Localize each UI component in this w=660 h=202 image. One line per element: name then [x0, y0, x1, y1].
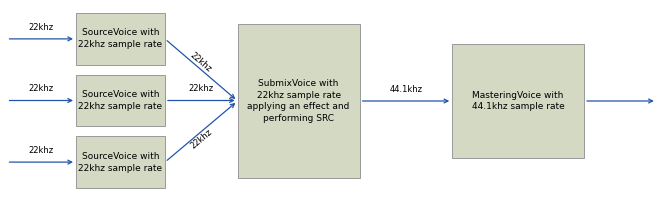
- FancyBboxPatch shape: [452, 44, 584, 158]
- Text: 22khz: 22khz: [28, 23, 54, 32]
- Text: 22khz: 22khz: [189, 84, 214, 93]
- Text: 22khz: 22khz: [188, 127, 213, 150]
- Text: SourceVoice with
22khz sample rate: SourceVoice with 22khz sample rate: [79, 28, 162, 49]
- Text: SourceVoice with
22khz sample rate: SourceVoice with 22khz sample rate: [79, 90, 162, 111]
- Text: 22khz: 22khz: [28, 84, 54, 93]
- FancyBboxPatch shape: [76, 13, 165, 65]
- Text: MasteringVoice with
44.1khz sample rate: MasteringVoice with 44.1khz sample rate: [472, 91, 564, 111]
- FancyBboxPatch shape: [76, 136, 165, 188]
- FancyBboxPatch shape: [76, 75, 165, 126]
- Text: SourceVoice with
22khz sample rate: SourceVoice with 22khz sample rate: [79, 152, 162, 173]
- Text: 44.1khz: 44.1khz: [389, 85, 422, 94]
- Text: 22khz: 22khz: [189, 51, 213, 74]
- FancyBboxPatch shape: [238, 24, 360, 178]
- Text: SubmixVoice with
22khz sample rate
applying an effect and
performing SRC: SubmixVoice with 22khz sample rate apply…: [248, 79, 350, 123]
- Text: 22khz: 22khz: [28, 146, 54, 155]
